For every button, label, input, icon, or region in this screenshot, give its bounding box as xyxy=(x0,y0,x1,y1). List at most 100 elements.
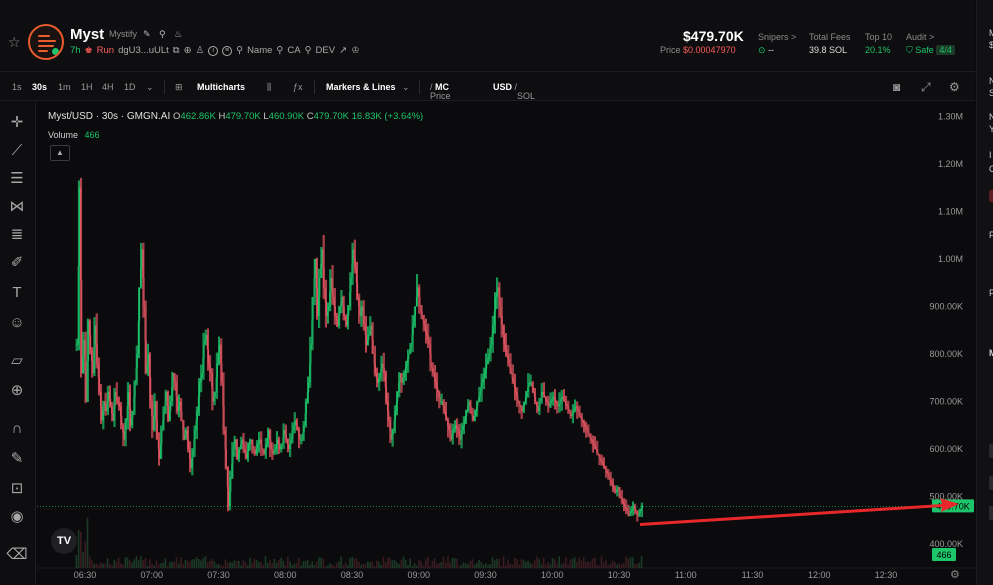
candle-body xyxy=(569,411,571,414)
search-name-link[interactable]: Name xyxy=(247,45,273,56)
candle-body xyxy=(591,439,593,442)
volume-bar xyxy=(440,562,443,568)
favorite-star-icon[interactable]: ☆ xyxy=(8,34,21,50)
candle-body xyxy=(344,315,346,321)
web-icon[interactable]: ⊕ xyxy=(183,45,192,56)
magnet-icon[interactable]: ∩ xyxy=(11,420,23,437)
trash-icon[interactable]: ⌫ xyxy=(6,546,28,563)
camera-icon[interactable]: ◙ xyxy=(893,80,901,94)
search-ca-icon[interactable]: ⚲ xyxy=(276,45,284,56)
candle-body xyxy=(529,382,531,384)
candle-type-icon[interactable]: ⫼ xyxy=(267,82,272,92)
candle-body xyxy=(137,320,139,355)
brush-icon[interactable]: ✐ xyxy=(10,254,24,271)
tradingview-logo[interactable]: TV xyxy=(51,528,77,554)
token-name: Mystify xyxy=(109,29,137,39)
interval-1s[interactable]: 1s xyxy=(12,82,22,92)
volume-bar xyxy=(286,556,289,568)
candle-body xyxy=(582,420,584,423)
info-icon[interactable]: i xyxy=(208,45,219,56)
candle-body xyxy=(292,430,294,435)
ruler-icon[interactable]: ▱ xyxy=(11,352,23,369)
candle-body xyxy=(556,401,558,404)
candle-body xyxy=(536,401,538,407)
candle-body xyxy=(467,406,469,412)
volume-bar xyxy=(162,562,164,568)
candle-body xyxy=(522,406,524,412)
volume-bar xyxy=(562,562,565,568)
collapse-legend-chevron-icon[interactable]: ▲ xyxy=(50,145,70,161)
candle-body xyxy=(501,315,503,326)
copy-icon[interactable]: ⧉ xyxy=(172,45,180,56)
search-ca-link[interactable]: CA xyxy=(287,45,301,56)
lock-draw-icon[interactable]: ✎ xyxy=(10,450,24,467)
candle-body xyxy=(202,358,204,374)
crown-icon[interactable]: ♔ xyxy=(351,45,360,56)
interval-1h[interactable]: 1H xyxy=(81,82,93,92)
fib-retracement-icon[interactable]: ≣ xyxy=(10,226,24,243)
x-tick-label: 06:30 xyxy=(74,570,97,580)
list-icon[interactable]: ≡ xyxy=(222,45,233,56)
token-address[interactable]: dgU3...uULt xyxy=(118,45,169,56)
candle-body xyxy=(595,446,597,450)
candle-body xyxy=(364,325,366,335)
volume-bar xyxy=(596,564,598,568)
volume-bar xyxy=(391,560,394,568)
volume-bar xyxy=(95,563,98,568)
trendline-icon[interactable]: ⟋ xyxy=(11,142,23,159)
volume-bar xyxy=(218,563,220,568)
price-chart[interactable]: 479.70K 466 1.30M 1.20M 1.10M 1.00M 900.00K 80… xyxy=(37,102,975,585)
drawing-tools: ✛ ⟋ ☰ ⋈ ≣ ✐ T ☺ ▱ ⊕ ∩ ✎ ⊡ ◉ ⌫ xyxy=(0,102,36,585)
markers-chevron-icon[interactable]: ⌄ xyxy=(402,82,410,92)
volume-bar xyxy=(382,556,385,568)
volume-bar xyxy=(531,564,534,568)
candle-body xyxy=(333,296,335,307)
stat-audit-label[interactable]: Audit > xyxy=(906,32,935,42)
price-mc-toggle[interactable]: Price / MC xyxy=(430,82,451,101)
multicharts-button[interactable]: Multicharts xyxy=(197,82,246,92)
add-chart-icon[interactable]: ⊞ xyxy=(175,82,183,92)
candle-body xyxy=(380,368,382,374)
crosshair-icon[interactable]: ✛ xyxy=(10,114,24,131)
candle-body xyxy=(277,439,280,445)
y-tick-label: 1.00M xyxy=(938,254,963,264)
candle-body xyxy=(98,377,101,393)
candle-body xyxy=(113,406,115,421)
search-dev-link[interactable]: DEV xyxy=(315,45,336,56)
volume-bar xyxy=(384,562,387,568)
indicators-fx-icon[interactable]: ƒx xyxy=(293,82,303,92)
share-icon[interactable]: ↗ xyxy=(339,45,348,56)
fullscreen-icon[interactable]: ⤢ xyxy=(921,80,931,94)
interval-dropdown-chevron-icon[interactable]: ⌄ xyxy=(146,82,154,92)
volume-bar xyxy=(424,559,427,568)
candle-body xyxy=(527,387,529,393)
search-name-icon[interactable]: ⚲ xyxy=(236,45,244,56)
visibility-eye-icon[interactable]: ◉ xyxy=(10,508,24,525)
horizontal-lines-icon[interactable]: ☰ xyxy=(10,170,24,187)
settings-gear-icon[interactable]: ⚙ xyxy=(949,80,960,94)
candle-body xyxy=(608,475,610,478)
stat-snipers-label[interactable]: Snipers > xyxy=(758,32,797,42)
chart-canvas[interactable]: 479.70K 466 1.30M 1.20M 1.10M 1.00M 900.00K 80… xyxy=(37,102,975,585)
candle-body xyxy=(133,396,135,412)
axis-settings-icon[interactable]: ⚙ xyxy=(950,569,960,581)
markers-lines-button[interactable]: Markers & Lines xyxy=(326,82,396,92)
candle-body xyxy=(308,382,310,393)
search-dev-icon[interactable]: ⚲ xyxy=(304,45,312,56)
pattern-icon[interactable]: ⋈ xyxy=(9,198,25,215)
token-action-icons[interactable]: ✎ ⚲ ♨ xyxy=(143,29,186,39)
lock-icon[interactable]: ⊡ xyxy=(10,480,24,497)
usd-sol-toggle[interactable]: USD / SOL xyxy=(493,82,536,101)
volume-bar xyxy=(436,563,438,568)
interval-1d[interactable]: 1D xyxy=(124,82,136,92)
candle-body xyxy=(313,277,315,297)
zoom-in-icon[interactable]: ⊕ xyxy=(10,382,24,399)
candle-body xyxy=(125,420,127,431)
interval-1m[interactable]: 1m xyxy=(58,82,71,92)
candle-body xyxy=(93,349,95,374)
interval-4h[interactable]: 4H xyxy=(102,82,114,92)
interval-30s[interactable]: 30s xyxy=(32,82,48,92)
text-tool-icon[interactable]: T xyxy=(12,284,22,301)
user-icon[interactable]: ♙ xyxy=(195,45,205,56)
emoji-icon[interactable]: ☺ xyxy=(9,314,25,331)
